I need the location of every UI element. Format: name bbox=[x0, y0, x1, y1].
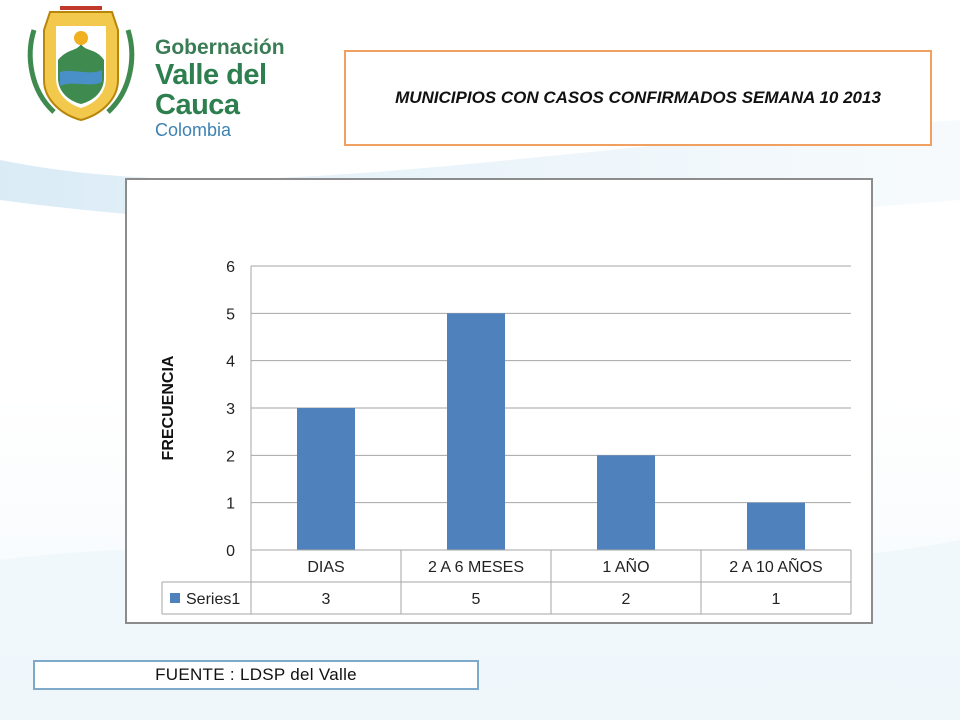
page-title: MUNICIPIOS CON CASOS CONFIRMADOS SEMANA … bbox=[395, 88, 881, 107]
bar bbox=[447, 313, 505, 550]
data-table-value: 5 bbox=[472, 591, 481, 608]
legend-series-name: Series1 bbox=[186, 591, 240, 608]
source-box: FUENTE : LDSP del Valle bbox=[33, 660, 479, 690]
y-tick-label: 4 bbox=[226, 354, 235, 371]
bar bbox=[597, 455, 655, 550]
source-text: FUENTE : LDSP del Valle bbox=[155, 665, 357, 684]
y-axis-label: FRECUENCIA bbox=[160, 355, 177, 460]
coat-of-arms-icon bbox=[27, 6, 135, 122]
title-box: MUNICIPIOS CON CASOS CONFIRMADOS SEMANA … bbox=[344, 50, 932, 146]
y-tick-label: 1 bbox=[226, 496, 235, 513]
y-tick-label: 5 bbox=[226, 306, 235, 323]
category-label: 1 AÑO bbox=[602, 556, 649, 576]
y-tick-label: 0 bbox=[226, 543, 235, 560]
y-tick-label: 3 bbox=[226, 401, 235, 418]
logo-line-valle-del-cauca: Valle del Cauca bbox=[155, 59, 267, 121]
legend-key bbox=[170, 593, 180, 603]
y-tick-label: 2 bbox=[226, 448, 235, 465]
data-table-value: 2 bbox=[622, 591, 631, 608]
y-tick-label: 6 bbox=[226, 259, 235, 276]
bar-chart: 0 1 2 3 4 5 6 FRECUENCIA DIAS 2 A 6 MESES 1 AÑO 2 A… bbox=[160, 259, 852, 615]
logo-line-colombia: Colombia bbox=[155, 120, 232, 140]
logo-line-gobernacion: Gobernación bbox=[155, 36, 285, 59]
chart-frame: 0 1 2 3 4 5 6 FRECUENCIA DIAS 2 A 6 MESES 1 AÑO 2 A… bbox=[125, 178, 873, 624]
category-label: DIAS bbox=[307, 559, 344, 576]
logo: Gobernación Valle del Cauca Colombia bbox=[20, 0, 340, 140]
bar bbox=[747, 502, 805, 550]
data-table-value: 1 bbox=[772, 591, 781, 608]
category-label: 2 A 10 AÑOS bbox=[729, 556, 822, 576]
bar bbox=[297, 408, 355, 550]
data-table-value: 3 bbox=[322, 591, 331, 608]
category-label: 2 A 6 MESES bbox=[428, 559, 524, 576]
